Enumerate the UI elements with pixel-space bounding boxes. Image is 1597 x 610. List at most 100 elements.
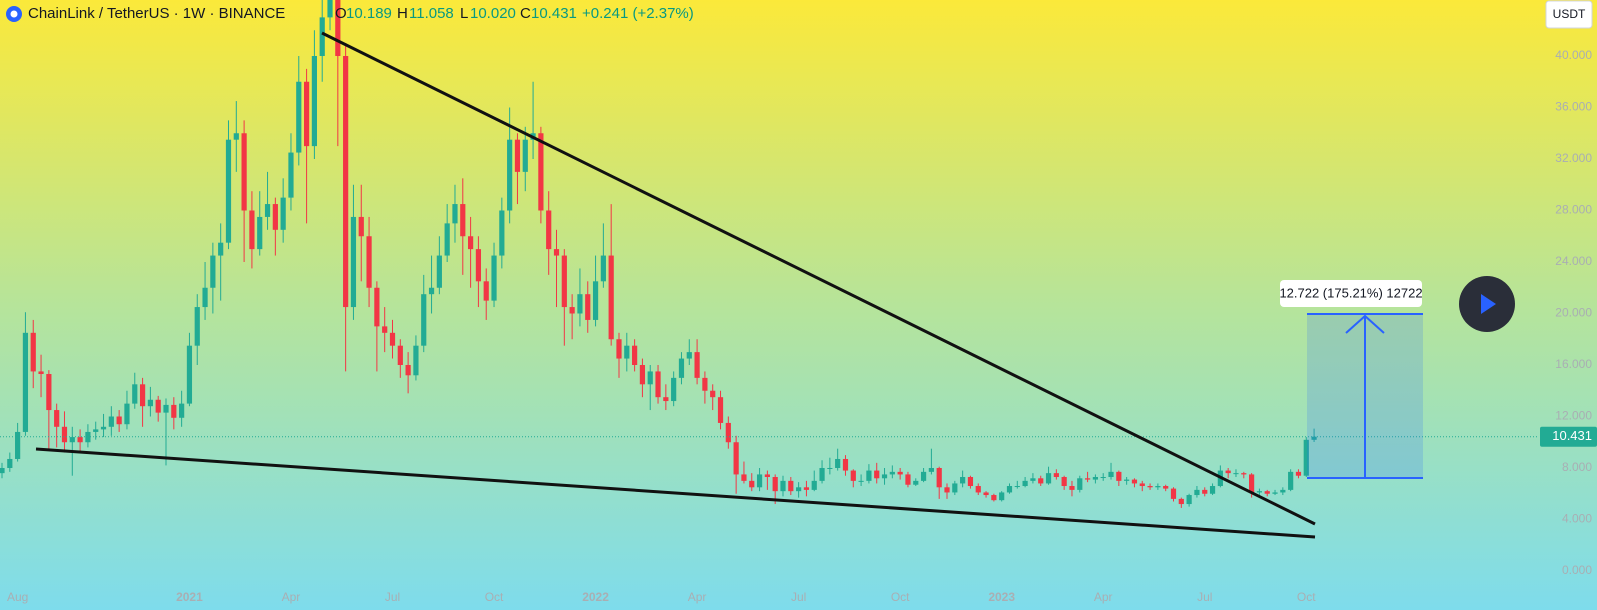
candle-body bbox=[874, 470, 880, 479]
candle-body bbox=[397, 345, 403, 365]
currency-box[interactable] bbox=[1545, 0, 1593, 29]
candle-body bbox=[1249, 474, 1255, 493]
candle-body bbox=[983, 492, 989, 496]
measure-label-box bbox=[1280, 280, 1422, 307]
ohlc-letter: O bbox=[335, 5, 347, 22]
candle-body bbox=[866, 470, 872, 481]
candle-body bbox=[319, 17, 325, 57]
candle-body bbox=[15, 431, 21, 459]
candle-body bbox=[475, 249, 482, 282]
candle-body bbox=[436, 255, 442, 288]
x-tick-label: Apr bbox=[1094, 590, 1113, 604]
candle-body bbox=[139, 384, 146, 407]
candle-body bbox=[38, 371, 44, 375]
candle-body bbox=[1061, 477, 1067, 487]
candle-body bbox=[686, 352, 692, 359]
candle-body bbox=[108, 416, 114, 427]
candle-body bbox=[499, 210, 505, 256]
candle-body bbox=[1272, 492, 1278, 494]
candle-body bbox=[553, 249, 560, 256]
symbol-logo-dot bbox=[10, 10, 18, 18]
candle-body bbox=[889, 471, 895, 475]
candle-body bbox=[967, 477, 974, 487]
candle-body bbox=[491, 255, 497, 301]
candle-body bbox=[694, 352, 700, 378]
candle-body bbox=[749, 480, 755, 488]
candle-body bbox=[382, 326, 388, 333]
ohlc-letter: C bbox=[520, 5, 531, 22]
candle-body bbox=[788, 480, 794, 492]
candle-body bbox=[7, 458, 13, 468]
measure-label: 12.722 (175.21%) 12722 bbox=[1279, 285, 1422, 300]
candle-body bbox=[358, 216, 364, 237]
candle-body bbox=[100, 426, 107, 430]
candle-body bbox=[1264, 491, 1270, 494]
x-tick-label: Jul bbox=[385, 590, 400, 604]
candle-body bbox=[772, 477, 778, 492]
symbol-title: ChainLink / TetherUS · 1W · BINANCE bbox=[28, 5, 285, 22]
candle-body bbox=[116, 416, 122, 425]
candle-body bbox=[468, 236, 474, 250]
candle-body bbox=[561, 255, 567, 308]
candle-body bbox=[30, 332, 36, 372]
axis-layer: 0.000 4.000 8.000 12.000 16.000 20.000 24.000 2… bbox=[7, 48, 1597, 604]
candle-body bbox=[1045, 473, 1052, 484]
candle-body bbox=[944, 487, 950, 493]
candle-body bbox=[0, 467, 5, 474]
candle-body bbox=[288, 152, 294, 198]
candle-body bbox=[1108, 471, 1114, 478]
y-tick-label: 28.000 bbox=[1555, 203, 1592, 217]
x-tick-label: Oct bbox=[891, 590, 910, 604]
candle-body bbox=[1155, 486, 1161, 488]
candle-body bbox=[913, 480, 919, 485]
candle-body bbox=[1092, 477, 1098, 480]
candle-body bbox=[905, 474, 911, 485]
candle-body bbox=[225, 139, 232, 243]
x-tick-label: 2022 bbox=[582, 590, 609, 604]
candle-body bbox=[69, 437, 75, 443]
candle-body bbox=[1186, 495, 1192, 505]
ohlc-letter: L bbox=[460, 5, 468, 22]
candle-body bbox=[991, 495, 997, 501]
candle-body bbox=[1288, 471, 1294, 490]
change-label: +0.241 (+2.37%) bbox=[582, 5, 694, 22]
candle-body bbox=[343, 56, 349, 308]
candle-body bbox=[616, 339, 622, 359]
last-price-tag bbox=[1540, 426, 1597, 447]
candle-body bbox=[1077, 478, 1083, 490]
candle-body bbox=[819, 467, 825, 481]
y-tick-label: 20.000 bbox=[1555, 306, 1592, 320]
candle-body bbox=[1170, 488, 1177, 499]
candle-body bbox=[1147, 486, 1153, 488]
candle-body bbox=[1131, 479, 1138, 484]
candle-body bbox=[1233, 473, 1239, 475]
y-tick-label: 16.000 bbox=[1555, 357, 1592, 371]
ohlc-value: 10.431 bbox=[531, 5, 577, 22]
candle-body bbox=[421, 294, 427, 346]
candle-body bbox=[514, 139, 521, 172]
candle-body bbox=[842, 458, 849, 471]
candle-body bbox=[272, 204, 278, 230]
candle-layer bbox=[0, 0, 1538, 508]
candle-body bbox=[756, 474, 763, 488]
x-tick-label: Aug bbox=[7, 590, 28, 604]
candle-body bbox=[61, 426, 68, 443]
candle-body bbox=[444, 223, 450, 256]
candle-body bbox=[858, 480, 864, 482]
candle-body bbox=[147, 399, 153, 407]
candle-body bbox=[155, 399, 161, 413]
y-tick-label: 32.000 bbox=[1555, 151, 1592, 165]
candle-body bbox=[585, 294, 591, 320]
candle-body bbox=[1256, 491, 1263, 493]
candle-body bbox=[928, 467, 934, 472]
candle-body bbox=[647, 371, 653, 385]
x-tick-label: Apr bbox=[282, 590, 301, 604]
x-tick-label: 2023 bbox=[988, 590, 1015, 604]
candle-body bbox=[663, 397, 669, 402]
trendline-lower bbox=[35, 447, 1316, 539]
ohlc-value: 11.058 bbox=[409, 5, 454, 22]
candle-body bbox=[1225, 470, 1231, 474]
ohlc-value: 10.189 bbox=[346, 5, 392, 22]
